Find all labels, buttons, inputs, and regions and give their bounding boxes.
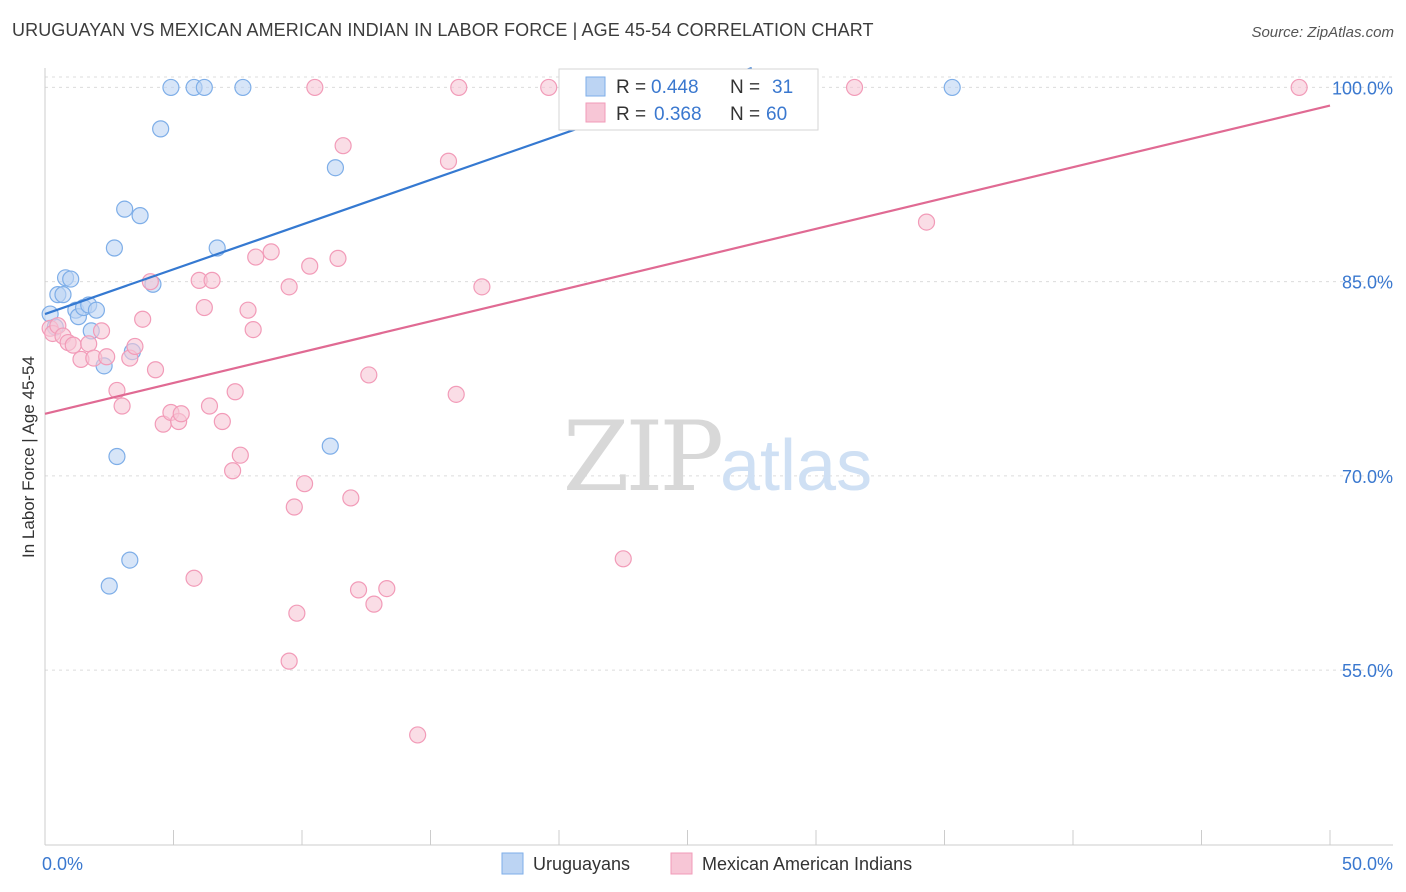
point-mexican-american-indians-43 [334,137,352,155]
point-uruguayans-28 [326,159,345,177]
point-uruguayans-24 [195,78,213,97]
point-mexican-american-indians-21 [172,405,190,423]
point-mexican-american-indians-17 [146,361,165,379]
point-mexican-american-indians-55 [614,550,632,568]
point-mexican-american-indians-52 [450,78,468,97]
point-mexican-american-indians-7 [80,335,98,353]
point-mexican-american-indians-50 [439,152,458,170]
point-mexican-american-indians-53 [473,278,491,296]
point-mexican-american-indians-33 [247,248,265,266]
axes [44,68,1393,846]
watermark-atlas: atlas [720,426,872,506]
point-mexican-american-indians-54 [540,78,558,97]
point-uruguayans-27 [321,437,339,455]
point-uruguayans-21 [152,120,170,138]
source-label: Source: ZipAtlas.com [1251,24,1394,41]
stats-r-value-uruguayans: 0.448 [651,77,699,98]
point-mexican-american-indians-49 [409,726,427,744]
point-mexican-american-indians-46 [360,366,378,384]
point-uruguayans-26 [234,78,252,97]
point-mexican-american-indians-29 [226,383,244,401]
point-mexican-american-indians-38 [288,604,306,622]
gridlines [45,76,1392,671]
legend-swatch-uruguayans [501,852,524,875]
point-mexican-american-indians-26 [203,271,221,289]
point-mexican-american-indians-34 [262,243,280,261]
point-mexican-american-indians-32 [244,320,262,339]
stats-swatch-uruguayans [585,76,606,97]
point-uruguayans-17 [121,551,139,569]
y-tick-label-2: 70.0% [1342,467,1393,487]
y-tick-label-3: 55.0% [1342,661,1393,681]
point-mexican-american-indians-15 [134,310,152,328]
x-tick-label-1: 50.0% [1342,854,1393,874]
point-mexican-american-indians-36 [280,278,298,296]
point-uruguayans-3 [54,286,72,304]
legend-swatch-mexican-american-indians [670,852,693,875]
point-mexican-american-indians-5 [64,336,82,354]
y-tick-label-1: 85.0% [1342,273,1393,293]
point-mexican-american-indians-48 [378,579,396,598]
point-mexican-american-indians-37 [285,498,303,516]
point-mexican-american-indians-28 [224,462,242,480]
point-mexican-american-indians-42 [329,249,347,267]
point-mexican-american-indians-59 [1290,78,1308,97]
point-mexican-american-indians-41 [306,78,324,97]
point-uruguayans-11 [87,301,106,319]
point-mexican-american-indians-10 [98,348,116,366]
watermark-zip: ZIP [563,401,722,513]
stats-n-label-mexican-american-indians: N = [730,104,760,125]
tick-labels: 100.0% 85.0% 70.0% 55.0% 0.0% 50.0% [42,78,1393,874]
point-mexican-american-indians-58 [917,213,936,231]
series-legend: Uruguayans Mexican American Indians [501,852,912,875]
point-uruguayans-16 [116,200,134,218]
point-mexican-american-indians-30 [231,446,249,464]
point-mexican-american-indians-22 [185,569,203,587]
point-mexican-american-indians-47 [365,595,383,613]
data-points [41,78,1308,744]
legend-label-uruguayans: Uruguayans [533,854,630,874]
legend-label-mexican-american-indians: Mexican American Indians [702,854,912,874]
stats-r-value-mexican-american-indians: 0.368 [654,104,702,125]
stats-r-label-mexican-american-indians: R = [616,104,646,125]
point-uruguayans-13 [100,577,118,595]
watermark: ZIP atlas [563,401,872,513]
point-mexican-american-indians-39 [295,475,314,493]
point-mexican-american-indians-31 [239,301,257,319]
point-mexican-american-indians-9 [92,322,111,340]
stats-n-value-uruguayans: 31 [772,77,793,98]
point-mexican-american-indians-51 [447,385,465,403]
point-mexican-american-indians-40 [301,257,319,275]
point-uruguayans-30 [943,78,961,97]
point-mexican-american-indians-14 [126,337,144,356]
point-uruguayans-15 [108,447,126,466]
point-uruguayans-22 [162,78,180,97]
y-axis-label: In Labor Force | Age 45-54 [19,356,38,558]
point-mexican-american-indians-45 [349,581,368,599]
point-mexican-american-indians-25 [200,397,219,415]
point-mexican-american-indians-24 [195,298,213,317]
stats-legend: R = 0.448 N = 31 R = 0.368 N = 60 [558,68,819,131]
y-tick-label-0: 100.0% [1332,78,1393,98]
stats-n-label-uruguayans: N = [730,77,760,98]
point-mexican-american-indians-44 [342,489,360,507]
point-mexican-american-indians-57 [845,78,864,97]
point-mexican-american-indians-35 [280,652,298,670]
x-tick-label-0: 0.0% [42,854,83,874]
point-uruguayans-5 [62,270,80,288]
stats-swatch-mexican-american-indians [585,102,606,123]
point-uruguayans-14 [105,239,123,257]
stats-n-value-mexican-american-indians: 60 [766,104,787,125]
chart-title: URUGUAYAN VS MEXICAN AMERICAN INDIAN IN … [12,20,874,40]
point-mexican-american-indians-12 [113,397,131,415]
point-mexican-american-indians-27 [213,412,231,431]
trend-line-mexican-american-indians [44,104,1331,415]
stats-r-label-uruguayans: R = [616,77,646,98]
point-uruguayans-19 [131,207,149,225]
